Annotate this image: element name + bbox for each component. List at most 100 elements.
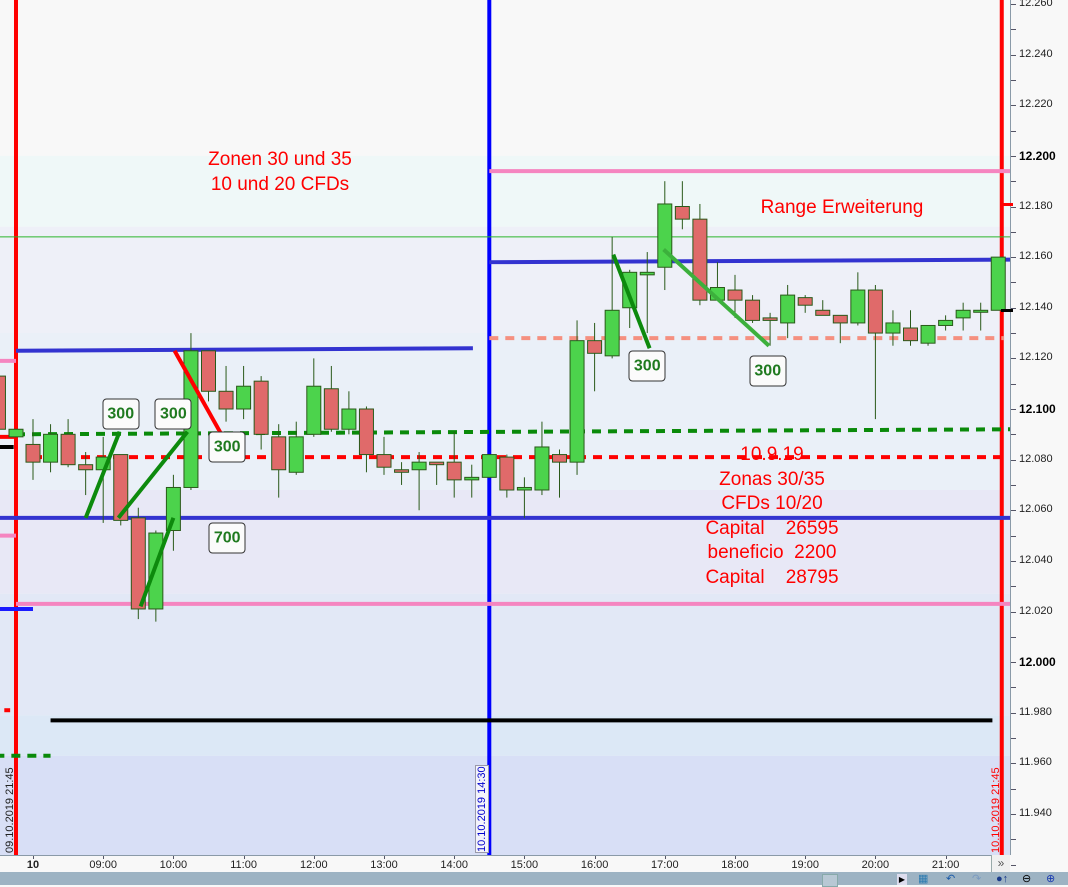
position-size-label[interactable]: 300 (102, 398, 140, 430)
y-tick (1011, 105, 1016, 107)
scroll-arrow-button[interactable]: ▶ (897, 874, 907, 885)
y-tick (1011, 687, 1016, 689)
x-tick (384, 856, 385, 859)
y-tick-label: 12.240 (1019, 47, 1053, 60)
chart-area[interactable]: Zonen 30 und 35 10 und 20 CFDs Range Erw… (0, 0, 1010, 855)
candle-up (885, 322, 901, 334)
y-tick (1011, 155, 1016, 157)
position-size-label[interactable]: 300 (208, 431, 246, 463)
candle-down (201, 350, 216, 392)
vertical-line-date-label: 10.10.2019 21:45 (989, 767, 1002, 853)
x-tick (945, 856, 947, 859)
x-tick-label: 15:00 (510, 859, 539, 871)
candle-down (253, 380, 269, 435)
candle-up (639, 271, 655, 276)
scrollbar-thumb[interactable] (822, 874, 838, 887)
zone-band (0, 755, 1010, 855)
candle-up (780, 294, 796, 324)
zoom-out-icon[interactable]: ⊖ (1022, 873, 1032, 885)
y-tick (1011, 79, 1016, 81)
annotation-range-erweiterung: Range Erweiterung (760, 197, 924, 218)
x-tick-label: 11:00 (230, 859, 257, 871)
candle-up (411, 461, 427, 471)
y-tick (1011, 636, 1016, 638)
y-tick (1011, 409, 1016, 410)
candle-up (920, 324, 936, 344)
candle-down (745, 299, 761, 321)
candle-down (727, 289, 743, 301)
candle-down (499, 456, 515, 491)
y-tick (1011, 738, 1016, 740)
candle-up (850, 289, 866, 324)
candlestick-chart[interactable] (0, 0, 1010, 855)
vertical-line-date-label: 09.10.2019 21:45 (4, 767, 16, 853)
calendar-icon[interactable]: ▦ (918, 873, 929, 885)
price-axis[interactable]: 12.260 12.240 12.220 12.200 12.180 12.160 12.1… (1001, 0, 1068, 866)
candle-up (938, 319, 954, 326)
scroll-right-button[interactable]: » (991, 855, 1010, 872)
y-tick-label: 11.980 (1019, 705, 1052, 718)
redo-icon[interactable]: ↷ (972, 873, 982, 885)
candle-up (464, 476, 480, 481)
candle-up (955, 309, 971, 319)
candle-up (516, 486, 532, 491)
candle-up (990, 256, 1006, 311)
x-tick-label: 19:00 (791, 859, 819, 871)
y-tick (1011, 307, 1016, 309)
candle-up (165, 486, 181, 531)
trend-line[interactable] (116, 430, 190, 520)
trend-line[interactable] (138, 517, 176, 608)
position-size-label[interactable]: 300 (154, 398, 192, 430)
x-tick-label: 16:00 (580, 859, 609, 871)
undo-icon[interactable]: ↶ (946, 873, 956, 885)
annotation-summary: 10.9.19 Zonas 30/35 CFDs 10/20 Capital 2… (705, 444, 839, 588)
candle-down (271, 436, 287, 471)
vertical-line-date-label: 10.10.2019 14:30 (475, 765, 490, 853)
position-size-label[interactable]: 300 (628, 350, 666, 382)
trend-line[interactable] (83, 431, 122, 519)
y-tick (1011, 586, 1016, 588)
candle-down (60, 433, 76, 466)
y-tick-label: 12.220 (1019, 98, 1053, 111)
y-tick (1011, 333, 1016, 335)
candle-up (8, 428, 24, 438)
candle-down (0, 375, 6, 430)
green-dashed-line[interactable] (15, 427, 1010, 437)
candle-down (552, 454, 567, 463)
upper-blue-line-left[interactable] (15, 346, 473, 353)
candle-down (762, 317, 778, 321)
y-tick (1011, 434, 1016, 436)
zoom-in-icon[interactable]: ⊕ (1046, 873, 1056, 885)
x-tick-label: 12:00 (300, 859, 328, 871)
x-tick (664, 856, 666, 859)
position-size-label[interactable]: 300 (749, 355, 787, 387)
y-tick (1011, 662, 1016, 664)
y-tick (1011, 29, 1016, 31)
position-size-label[interactable]: 700 (208, 522, 246, 554)
y-tick (1011, 864, 1016, 866)
price-axis-marker (1001, 309, 1013, 313)
candle-up (236, 385, 252, 410)
upper-blue-line-right[interactable] (489, 257, 1010, 265)
y-tick (1011, 383, 1016, 385)
y-tick-label: 11.940 (1019, 807, 1052, 819)
candle-down (218, 390, 234, 410)
y-tick-label: 12.060 (1019, 503, 1053, 516)
y-tick-label: 12.120 (1019, 351, 1053, 364)
pin-icon[interactable]: ●↑ (996, 873, 1009, 885)
candle-down (867, 289, 883, 334)
y-tick (1011, 54, 1016, 56)
horizontal-scrollbar[interactable] (0, 874, 1000, 885)
x-tick-label: 09:00 (89, 859, 117, 871)
y-tick (1011, 282, 1016, 284)
trend-line[interactable] (662, 248, 771, 348)
x-tick (735, 856, 736, 859)
candle-up (622, 271, 638, 309)
x-tick (454, 856, 456, 859)
price-axis-marker (1001, 202, 1013, 206)
trend-line[interactable] (611, 253, 652, 349)
time-axis[interactable]: 10 09:00 10:00 11:00 12:00 13:00 14:00 15:00 16:… (0, 855, 1010, 873)
candle-up (604, 309, 620, 357)
trend-line[interactable] (172, 349, 224, 436)
x-tick (173, 856, 175, 859)
